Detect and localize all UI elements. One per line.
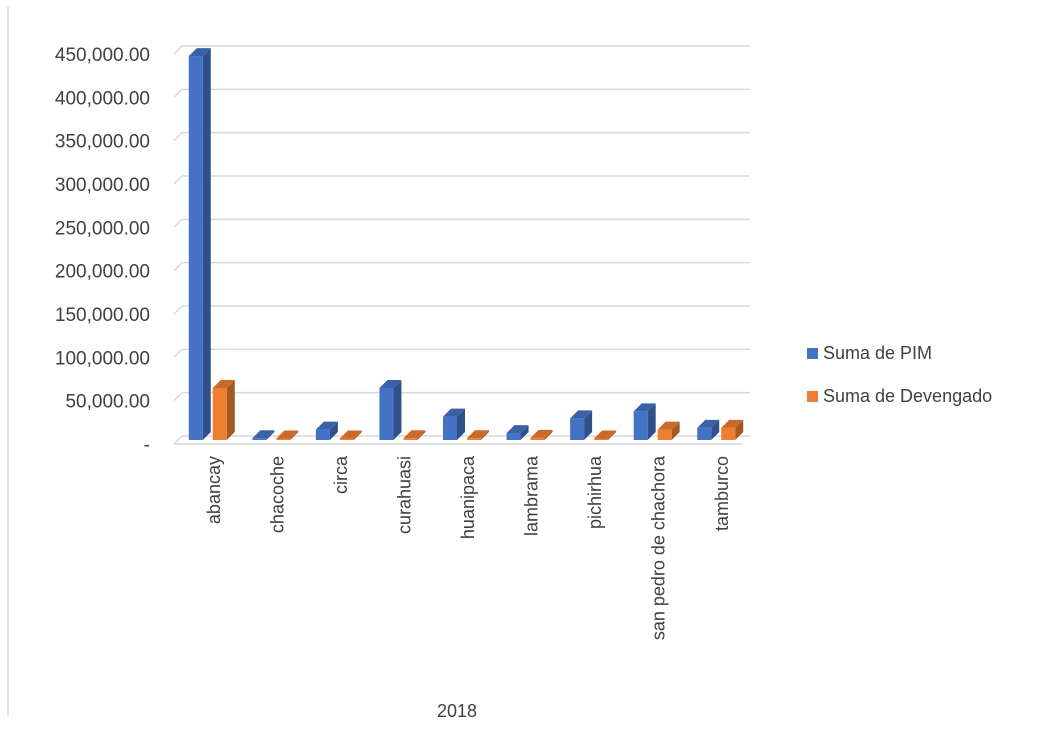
bar-pim-side	[393, 380, 402, 440]
bar-pim-side	[520, 425, 529, 440]
bar-pim-top	[315, 421, 338, 430]
bar-pim	[315, 429, 330, 440]
gridline-depth	[173, 262, 183, 272]
y-tick-label: -	[144, 435, 150, 456]
gridline-depth	[173, 132, 183, 142]
bar-devengado	[721, 427, 736, 440]
bar-devengado	[594, 438, 609, 440]
category-group-label: 2018	[437, 701, 477, 721]
y-tick-label: 250,000.00	[55, 218, 150, 239]
x-tick-label: chacoche	[267, 456, 287, 533]
bar-devengado	[467, 438, 481, 440]
bar-pim	[252, 438, 267, 440]
y-tick-label: 100,000.00	[55, 348, 150, 369]
legend-label: Suma de Devengado	[823, 386, 992, 406]
legend-swatch	[807, 348, 818, 359]
bar-pim-side	[584, 410, 593, 440]
bar-devengado	[212, 388, 227, 440]
bar-pim-top	[252, 430, 275, 439]
bar-devengado	[276, 438, 291, 440]
bar-devengado-side	[290, 430, 299, 440]
bar-pim-top	[633, 403, 656, 412]
bar-pim	[506, 433, 521, 440]
bar-devengado-side	[226, 380, 235, 440]
y-tick-label: 350,000.00	[55, 132, 150, 153]
bar-pim-top	[506, 425, 529, 434]
bar-devengado-top	[721, 419, 744, 428]
x-tick-label: san pedro de chachora	[649, 455, 669, 640]
x-tick-label: huanipaca	[458, 455, 478, 539]
bar-devengado-side	[608, 430, 617, 440]
bar-pim	[188, 56, 203, 441]
bar-devengado-side	[417, 430, 426, 440]
bar-devengado-top	[657, 421, 680, 430]
gridline-depth	[173, 435, 183, 445]
bar-devengado-top	[467, 430, 489, 439]
bar-pim-side	[329, 421, 338, 440]
x-tick-label: pichirhua	[585, 455, 605, 529]
bar-pim-side	[711, 419, 720, 440]
bar-devengado-top	[212, 380, 235, 388]
bar-devengado	[657, 429, 672, 440]
x-tick-label: tamburco	[712, 456, 732, 531]
legend-swatch	[807, 391, 818, 402]
bar-pim-top	[570, 410, 593, 419]
bar-devengado-top	[530, 429, 553, 438]
bar-devengado-top	[276, 430, 299, 439]
bar-pim-side	[647, 403, 656, 440]
x-tick-label: lambrama	[522, 455, 542, 536]
gridline-depth	[173, 348, 183, 358]
gridline-depth	[173, 392, 183, 402]
gridline-depth	[173, 218, 183, 228]
bar-devengado-side	[353, 430, 362, 440]
legend-label: Suma de PIM	[823, 343, 932, 363]
bar-pim-top	[443, 408, 465, 417]
bar-pim-side	[202, 48, 211, 441]
bar-devengado	[403, 438, 418, 440]
bar-devengado-side	[671, 421, 680, 440]
y-tick-label: 50,000.00	[65, 392, 150, 413]
bar-pim-top	[697, 419, 720, 428]
bar-pim-side	[266, 430, 275, 440]
bar-pim	[379, 388, 394, 440]
x-tick-label: abancay	[204, 456, 224, 524]
bar-pim	[633, 411, 648, 440]
bar-devengado-top	[403, 430, 426, 439]
bar-devengado-side	[481, 430, 489, 440]
bar-devengado	[339, 438, 354, 440]
x-tick-label: circa	[331, 455, 351, 494]
gridline-depth	[173, 88, 183, 98]
bar-pim-top	[379, 380, 402, 388]
y-tick-label: 200,000.00	[55, 262, 150, 283]
gridline-depth	[173, 305, 183, 315]
gridline-depth	[173, 45, 183, 55]
y-tick-label: 450,000.00	[55, 45, 150, 66]
bar-devengado-side	[544, 429, 553, 440]
y-tick-label: 300,000.00	[55, 175, 150, 196]
y-tick-label: 150,000.00	[55, 305, 150, 326]
bar-devengado-top	[594, 430, 617, 439]
bar-pim-side	[457, 408, 465, 440]
bar-devengado-side	[735, 419, 744, 440]
bar-pim	[443, 416, 457, 440]
bar-pim	[570, 418, 585, 440]
bar-pim-top	[188, 48, 211, 57]
y-tick-label: 400,000.00	[55, 88, 150, 109]
bar-devengado	[530, 437, 545, 440]
bar-pim	[697, 427, 712, 440]
bar-devengado-top	[339, 430, 362, 439]
gridline-depth	[173, 175, 183, 185]
x-tick-label: curahuasi	[394, 456, 414, 534]
